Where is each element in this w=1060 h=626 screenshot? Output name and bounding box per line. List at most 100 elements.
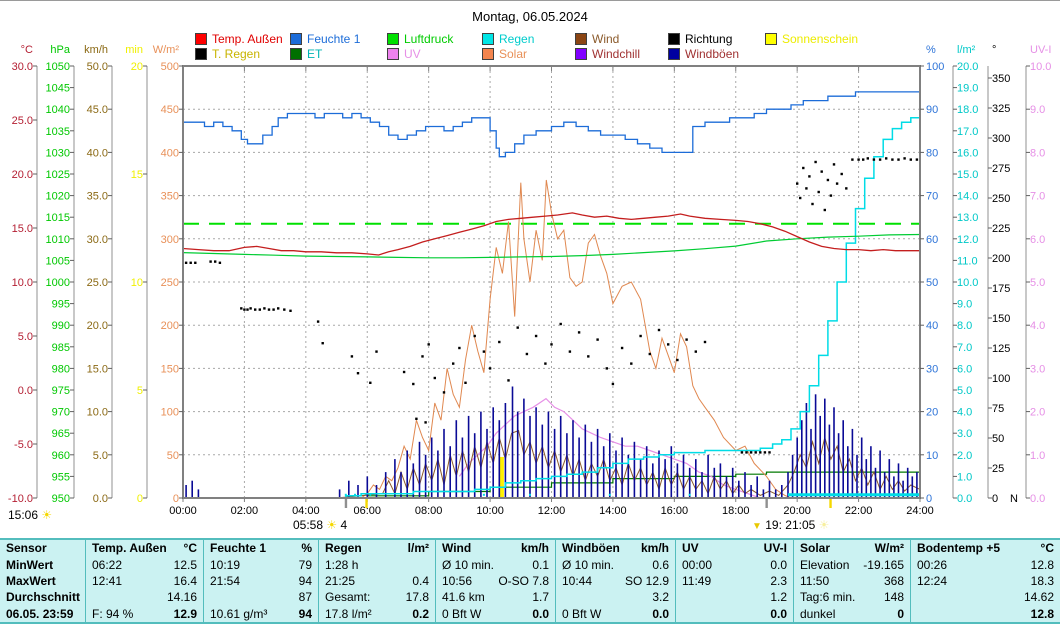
table-cell-label: 12:41 xyxy=(92,573,123,588)
axis-tick-label: 80 xyxy=(926,147,938,159)
axis-tick-label: 1040 xyxy=(46,104,70,116)
table-cell-label: Wind xyxy=(442,541,472,556)
axis-tick-label: 10 xyxy=(926,450,938,462)
axis-tick-label: 985 xyxy=(52,342,70,354)
axis-tick-label: 30.0 xyxy=(12,61,33,73)
table-cell: 0.0 xyxy=(675,605,793,622)
axis-tick-label: 10:00 xyxy=(476,505,504,517)
axis-tick-label: 40.0 xyxy=(87,147,108,159)
legend-color-swatch xyxy=(195,47,207,60)
legend-color-swatch xyxy=(290,32,302,45)
table-cell: 21:25 0.4 xyxy=(318,572,435,590)
axis-tick-label: 8.0 xyxy=(1030,147,1045,159)
axis-tick-label: 0.0 xyxy=(18,385,33,397)
legend-label: Richtung xyxy=(685,31,733,46)
axis-tick-label: 25.0 xyxy=(12,115,33,127)
table-cell-value: 87 xyxy=(298,590,312,605)
table-cell: 06:22 12.5 xyxy=(85,556,203,573)
axis-tick-label: 1015 xyxy=(46,212,70,224)
axis-tick-label: 1010 xyxy=(46,234,70,246)
axis-tick-label: 20:00 xyxy=(783,505,811,517)
axis-tick-label: 1045 xyxy=(46,83,70,95)
table-cell-label: F: 94 % xyxy=(92,606,134,621)
table-cell-value: % xyxy=(301,541,312,556)
table-row-label: 06.05. 23:59 xyxy=(6,606,74,621)
table-cell: Temp. Außen °C xyxy=(85,540,203,557)
table-cell: 1:28 h xyxy=(318,556,435,573)
sunrise-sun-icon: ☀ xyxy=(326,518,338,532)
table-cell: 11:49 2.3 xyxy=(675,572,793,590)
legend-label: Luftdruck xyxy=(404,31,454,46)
axis-tick-label: 20 xyxy=(131,61,143,73)
axis-tick-label: 45.0 xyxy=(87,104,108,116)
table-cell: Ø 10 min. 0.1 xyxy=(435,556,555,573)
axis-tick-label: 960 xyxy=(52,450,70,462)
page-title: Montag, 06.05.2024 xyxy=(472,9,588,24)
table-cell: 10:19 79 xyxy=(203,556,318,573)
table-cell: F: 94 % 12.9 xyxy=(85,605,203,622)
table-cell-value: 79 xyxy=(298,557,312,572)
series-windb-en xyxy=(185,386,918,497)
moonset-annotation: 15:06 ☀ xyxy=(8,508,52,522)
table-cell-value: °C xyxy=(183,541,197,556)
axis-tick-label: 325 xyxy=(992,103,1010,115)
table-cell: 10:56 O-SO 7.8 xyxy=(435,572,555,590)
table-cell-label: 21:54 xyxy=(210,573,241,588)
axis-tick-label: 75 xyxy=(992,403,1004,415)
table-cell: Windböen km/h xyxy=(555,540,675,557)
legend-label: Feuchte 1 xyxy=(307,31,361,46)
axis-tick-label: -5.0 xyxy=(14,439,33,451)
table-cell-label: Bodentemp +5 xyxy=(917,541,1001,556)
table-cell-label: 11:49 xyxy=(682,573,712,588)
table-cell: 87 xyxy=(203,589,318,606)
table-cell: 21:54 94 xyxy=(203,572,318,590)
axis-tick-label: 125 xyxy=(992,343,1010,355)
axis-tick-label: 70 xyxy=(926,191,938,203)
table-cell-value: 0.0 xyxy=(652,606,669,621)
table-cell-value: 14.62 xyxy=(1023,590,1054,605)
table-cell-label: 10.61 g/m³ xyxy=(210,606,268,621)
axis-tick-label: 12:00 xyxy=(538,505,566,517)
table-cell: 12.8 xyxy=(910,605,1060,622)
legend-item-windb-en: Windböen xyxy=(668,47,739,61)
table-cell: 10.61 g/m³ 94 xyxy=(203,605,318,622)
legend-color-swatch xyxy=(668,47,680,60)
sub-axis-marker xyxy=(829,499,832,508)
axis-tick-label: 1000 xyxy=(46,277,70,289)
table-cell-label: 10:56 xyxy=(442,573,473,588)
table-cell-value: 368 xyxy=(883,573,904,588)
table-cell-value: O-SO 7.8 xyxy=(498,573,549,588)
axis-tick-label: 10.0 xyxy=(1030,61,1051,73)
axis-tick-label: 35.0 xyxy=(87,191,108,203)
axis-tick-label: 975 xyxy=(52,385,70,397)
axis-tick-label: 15.0 xyxy=(957,169,978,181)
axis-tick-label: 250 xyxy=(161,277,179,289)
table-cell-value: 0.1 xyxy=(532,557,549,572)
table-cell-label: 06:22 xyxy=(92,557,123,572)
series-feuchte-1 xyxy=(183,91,920,158)
axis-tick-label: 150 xyxy=(161,363,179,375)
axis-tick-label: 990 xyxy=(52,320,70,332)
table-cell: 1.2 xyxy=(675,589,793,606)
table-cell-label: 10:19 xyxy=(210,557,241,572)
axis-tick-label: W/m² xyxy=(153,44,180,56)
legend-item-et: ET xyxy=(290,47,322,61)
axis-tick-label: 0 xyxy=(173,493,179,505)
axis-tick-label: 275 xyxy=(992,163,1010,175)
axis-tick-label: 100 xyxy=(161,407,179,419)
axis-tick-label: 50 xyxy=(992,433,1004,445)
legend-item-uv: UV xyxy=(387,47,421,61)
moonset-time: 15:06 xyxy=(8,508,39,522)
axis-tick-label: 5.0 xyxy=(93,450,108,462)
axis-tick-label: 200 xyxy=(992,253,1010,265)
table-row: MinWert 06:22 12.5 10:19 79 1:28 h Ø 10 min. 0.… xyxy=(0,556,1060,573)
table-cell-value: 94 xyxy=(298,606,312,621)
table-cell-value: 12.8 xyxy=(1030,557,1054,572)
axis-tick-label: km/h xyxy=(84,44,108,56)
legend-label: T. Regen xyxy=(212,46,261,61)
axis-tick-label: 08:00 xyxy=(415,505,443,517)
axis-tick-label: 8.0 xyxy=(957,320,972,332)
legend-label: Sonnenschein xyxy=(782,31,859,46)
axis-tick-label: 0.0 xyxy=(93,493,108,505)
axis-tick-label: 50 xyxy=(926,277,938,289)
